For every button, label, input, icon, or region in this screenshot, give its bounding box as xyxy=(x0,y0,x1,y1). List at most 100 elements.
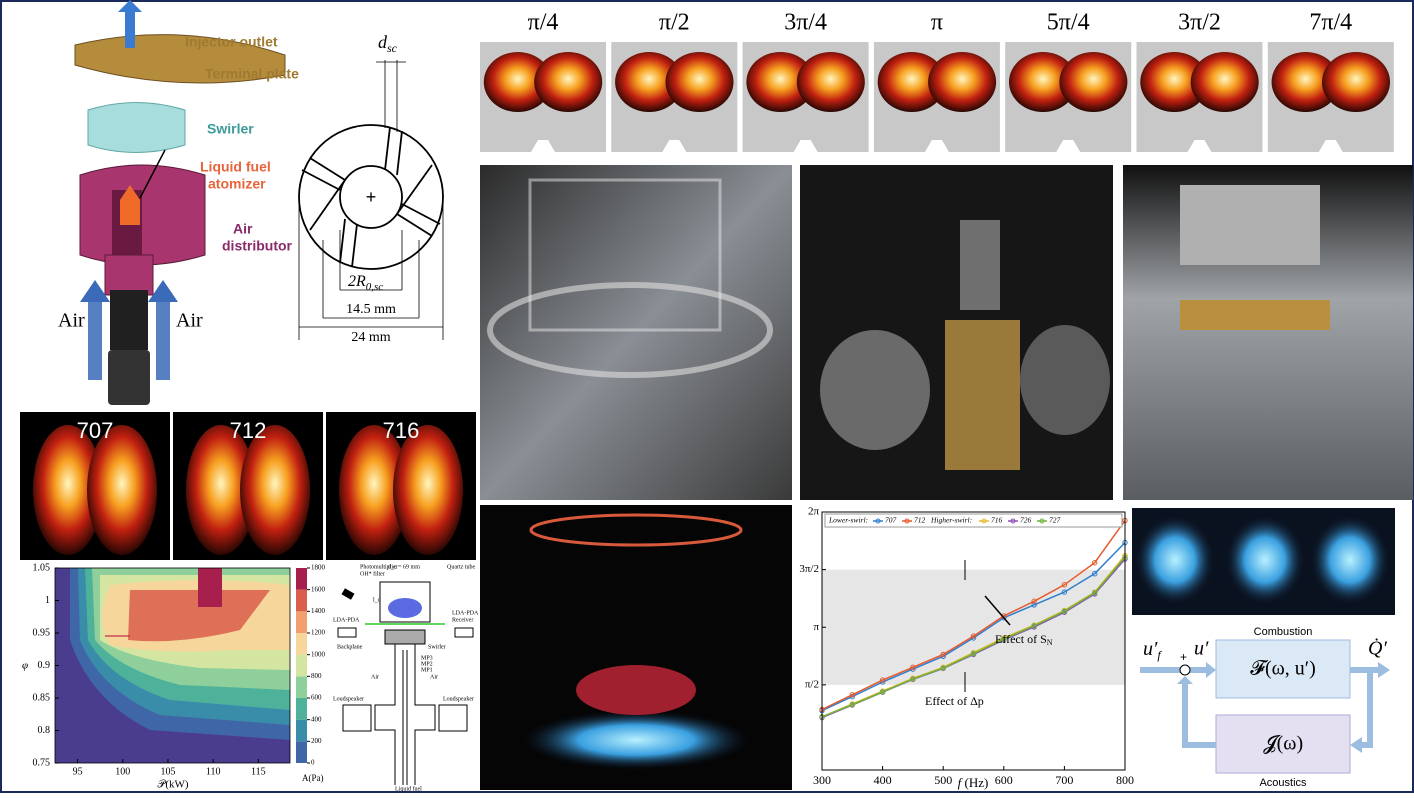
photo-detail xyxy=(1020,325,1110,435)
data-point xyxy=(1001,636,1007,642)
label: Air xyxy=(371,674,379,680)
data-point xyxy=(849,702,855,708)
contour-plot xyxy=(55,568,290,763)
photo-detail xyxy=(1225,515,1305,605)
flame-lobe xyxy=(240,425,310,555)
legend-swatch xyxy=(904,518,910,524)
annotation: Effect of Δp xyxy=(925,694,984,708)
data-point xyxy=(1061,589,1068,595)
colorbar-segment xyxy=(296,654,307,677)
phase-label: 3π/2 xyxy=(1178,10,1221,36)
label: Loudspeaker xyxy=(443,696,474,702)
flame-label: 716 xyxy=(383,418,420,443)
data-point xyxy=(1031,623,1037,629)
flame-lobe xyxy=(665,52,734,112)
phase-label: 3π/4 xyxy=(784,10,827,36)
photo-detail xyxy=(487,282,773,378)
photo-detail xyxy=(576,665,696,715)
x-tick-label: 800 xyxy=(1116,773,1134,787)
y-tick-label: 0.95 xyxy=(33,627,51,638)
flame-lobe xyxy=(1190,52,1259,112)
swirler-section xyxy=(298,124,444,270)
photo-detail xyxy=(960,220,1000,310)
colorbar-tick-label: 1400 xyxy=(311,607,326,615)
label: l_c xyxy=(373,597,381,603)
nozzle xyxy=(531,140,555,152)
data-point xyxy=(1092,560,1098,566)
axis-label: A(Pa) xyxy=(302,773,324,783)
flame-lobe xyxy=(87,425,157,555)
label: Q̇′ xyxy=(1368,636,1387,659)
data-point xyxy=(910,664,916,670)
data-point xyxy=(1031,598,1037,604)
data-point xyxy=(940,665,946,671)
legend-text: Higher-swirl: xyxy=(930,516,972,525)
data-point xyxy=(1092,590,1098,596)
axis-label: 𝒫(kW) xyxy=(157,779,188,791)
label: Liquid fuel xyxy=(200,159,271,175)
legend-text: 727 xyxy=(1049,516,1061,525)
label: MP2 xyxy=(421,661,433,667)
data-point xyxy=(879,689,886,695)
legend-text: 726 xyxy=(1020,516,1032,525)
data-point xyxy=(910,676,916,682)
y-tick-label: 3π/2 xyxy=(799,563,819,575)
photo-detail xyxy=(521,710,751,770)
label: 14.5 mm xyxy=(346,302,396,317)
phase-label: π/4 xyxy=(528,10,559,36)
flame-lobe xyxy=(393,425,463,555)
label: Air xyxy=(176,310,203,332)
colorbar-segment xyxy=(296,611,307,633)
x-tick-label: 500 xyxy=(934,773,952,787)
legend-text: 707 xyxy=(885,516,897,525)
photo-rig-annular xyxy=(480,165,792,500)
flame-lobe xyxy=(1059,52,1128,112)
x-tick-label: 105 xyxy=(160,766,175,777)
label: Photomultiplier xyxy=(360,564,398,570)
data-point xyxy=(849,692,855,698)
label: d_c = 69 mm xyxy=(388,564,420,570)
label: Backplane xyxy=(337,644,363,650)
label: Loudspeaker xyxy=(333,696,364,702)
shaded-band xyxy=(822,569,1125,685)
axis-label: f (Hz) xyxy=(958,775,989,790)
colorbar-segment xyxy=(296,589,307,612)
y-tick-label: 1 xyxy=(45,595,50,606)
label: + xyxy=(366,187,377,207)
flame-lobe xyxy=(534,52,603,112)
label: Injector outlet xyxy=(185,34,278,50)
photo-detail xyxy=(529,513,743,547)
nozzle xyxy=(1187,140,1212,152)
legend-box xyxy=(824,513,1123,528)
label: atomizer xyxy=(208,176,266,192)
label: dsc xyxy=(378,32,398,55)
label: distributor xyxy=(222,238,293,254)
label: LDA-PDA xyxy=(452,610,479,616)
colorbar-tick-label: 1200 xyxy=(311,629,326,637)
y-tick-label: 0.8 xyxy=(38,725,51,736)
flame-lobe xyxy=(483,52,552,112)
colorbar-segment xyxy=(296,741,307,763)
flame-lobe xyxy=(615,52,684,112)
flame-lobe xyxy=(33,425,103,555)
y-tick-label: 0.75 xyxy=(33,757,51,768)
legend-text: 712 xyxy=(914,516,926,525)
label: Swirler xyxy=(428,644,446,650)
colorbar-tick-label: 200 xyxy=(311,737,322,745)
axis-label-unit: (Hz) xyxy=(961,775,988,790)
flame-lobe xyxy=(796,52,865,112)
nozzle xyxy=(662,140,687,152)
x-tick-label: 300 xyxy=(813,773,831,787)
phase-label: 5π/4 xyxy=(1047,10,1090,36)
nozzle xyxy=(924,140,949,152)
flame-lobe xyxy=(928,52,997,112)
plot-frame xyxy=(821,511,1126,771)
label: MP3 xyxy=(421,655,433,661)
data-point xyxy=(970,633,977,639)
series-line xyxy=(821,556,1126,718)
phase-label: 7π/4 xyxy=(1309,10,1352,36)
colorbar-tick-label: 1000 xyxy=(311,650,326,658)
label: Air xyxy=(430,674,438,680)
label: 𝓕(ω, u′) xyxy=(1250,658,1316,680)
